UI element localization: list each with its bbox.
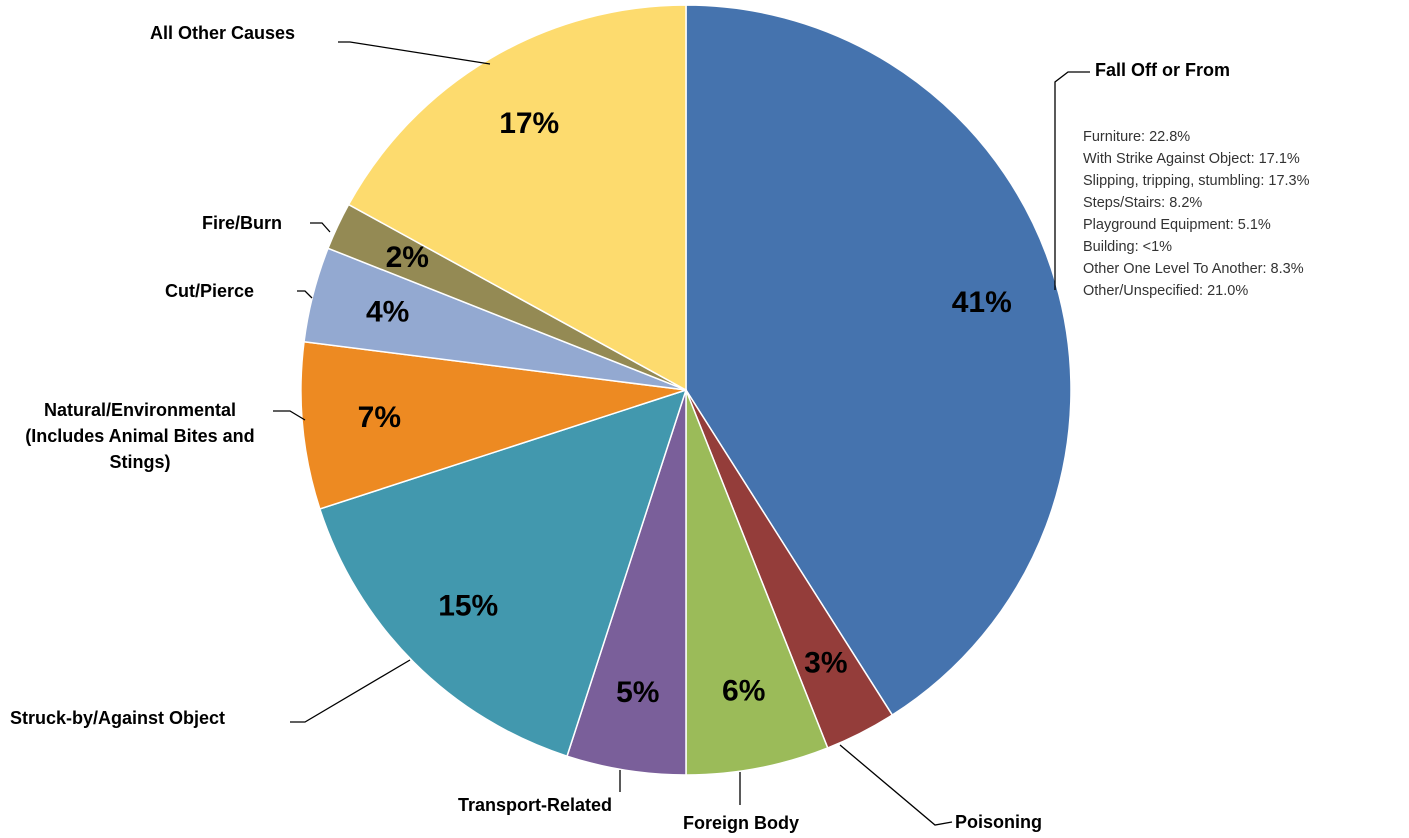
percent-label: 3% xyxy=(804,646,847,679)
pie-slice xyxy=(300,340,687,510)
leader-line xyxy=(297,290,313,299)
pie-slice xyxy=(685,389,829,776)
percent-label: 15% xyxy=(438,590,498,623)
category-label: Poisoning xyxy=(955,812,1042,832)
category-label: Fall Off or From xyxy=(1095,60,1230,80)
percent-label: 41% xyxy=(952,286,1012,319)
annotation: Playground Equipment: 5.1% xyxy=(1083,217,1271,233)
leader-line xyxy=(290,659,411,723)
leader-line xyxy=(839,744,953,826)
annotation: Furniture: 22.8% xyxy=(1083,129,1191,145)
annotation: Building: <1% xyxy=(1083,239,1173,255)
leader-line xyxy=(273,410,306,421)
percent-label: 6% xyxy=(722,674,765,707)
annotation: Other One Level To Another: 8.3% xyxy=(1083,261,1304,277)
leader-line xyxy=(338,41,491,65)
category-label: Foreign Body xyxy=(683,813,799,833)
category-label: Fire/Burn xyxy=(202,213,283,233)
annotation: Slipping, tripping, stumbling: 17.3% xyxy=(1083,173,1310,189)
annotation: Other/Unspecified: 21.0% xyxy=(1083,283,1249,299)
percent-label: 2% xyxy=(386,241,429,274)
category-label: Transport-Related xyxy=(458,795,613,815)
annotation: With Strike Against Object: 17.1% xyxy=(1083,151,1300,167)
pie-slice xyxy=(347,4,687,392)
leader-line xyxy=(1054,71,1090,290)
category-label: Struck-by/Against Object xyxy=(10,708,226,728)
percent-label: 5% xyxy=(616,676,659,709)
leader-line xyxy=(310,222,331,233)
percent-label: 17% xyxy=(499,107,559,140)
category-label: Natural/Environmental (Includes Animal B… xyxy=(25,400,255,472)
category-label: All Other Causes xyxy=(150,23,296,43)
percent-label: 4% xyxy=(366,295,409,328)
category-label: Cut/Pierce xyxy=(165,281,255,301)
percent-label: 7% xyxy=(358,401,401,434)
annotation: Steps/Stairs: 8.2% xyxy=(1083,195,1203,211)
pie-slice xyxy=(318,388,688,758)
